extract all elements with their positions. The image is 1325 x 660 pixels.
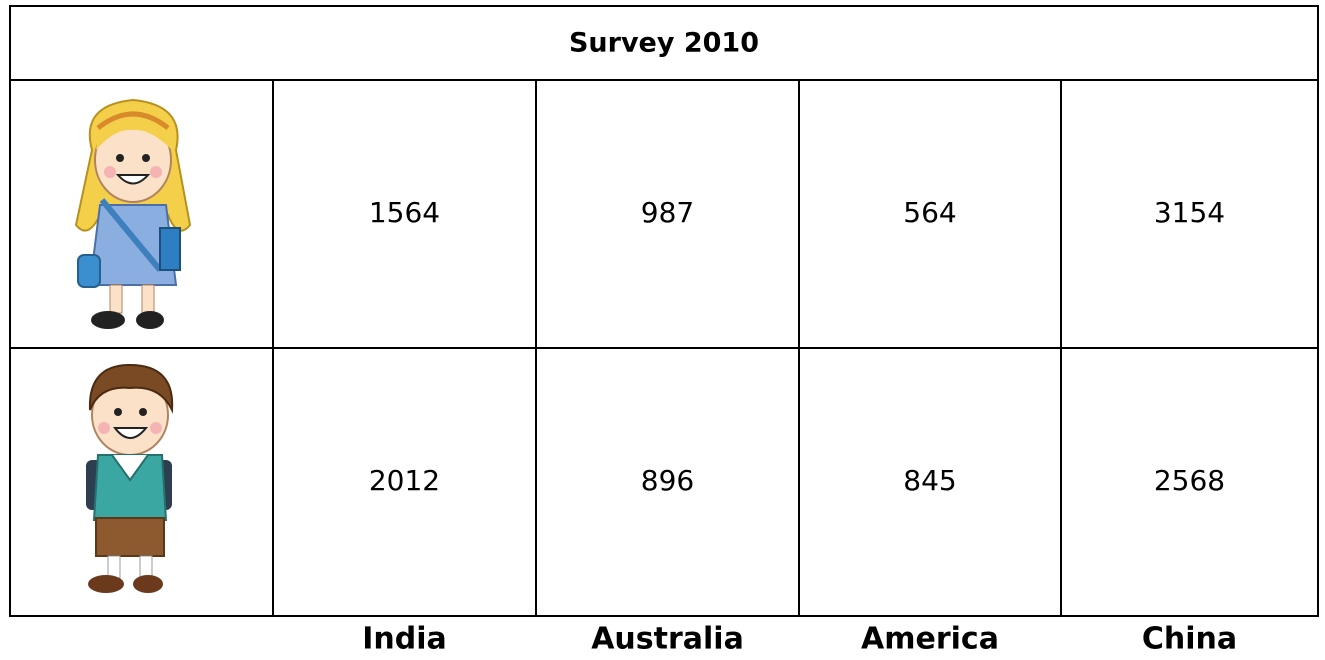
column-label: India	[362, 622, 447, 657]
cell-value: 1564	[369, 196, 440, 229]
girl-icon	[76, 100, 190, 329]
boy-icon	[86, 365, 172, 593]
table-border	[10, 6, 1318, 616]
cell-value: 2012	[369, 464, 440, 497]
cell-value: 2568	[1154, 464, 1225, 497]
table-title: Survey 2010	[569, 28, 759, 59]
column-label: America	[861, 622, 999, 657]
column-label: Australia	[591, 622, 744, 657]
cell-value: 564	[903, 196, 956, 229]
survey-table: Survey 2010 15649875643154201289684	[0, 0, 1325, 656]
cell-value: 845	[903, 464, 956, 497]
cell-value: 3154	[1154, 196, 1225, 229]
cell-value: 896	[641, 464, 694, 497]
cell-value: 987	[641, 196, 694, 229]
column-label: China	[1142, 622, 1237, 657]
